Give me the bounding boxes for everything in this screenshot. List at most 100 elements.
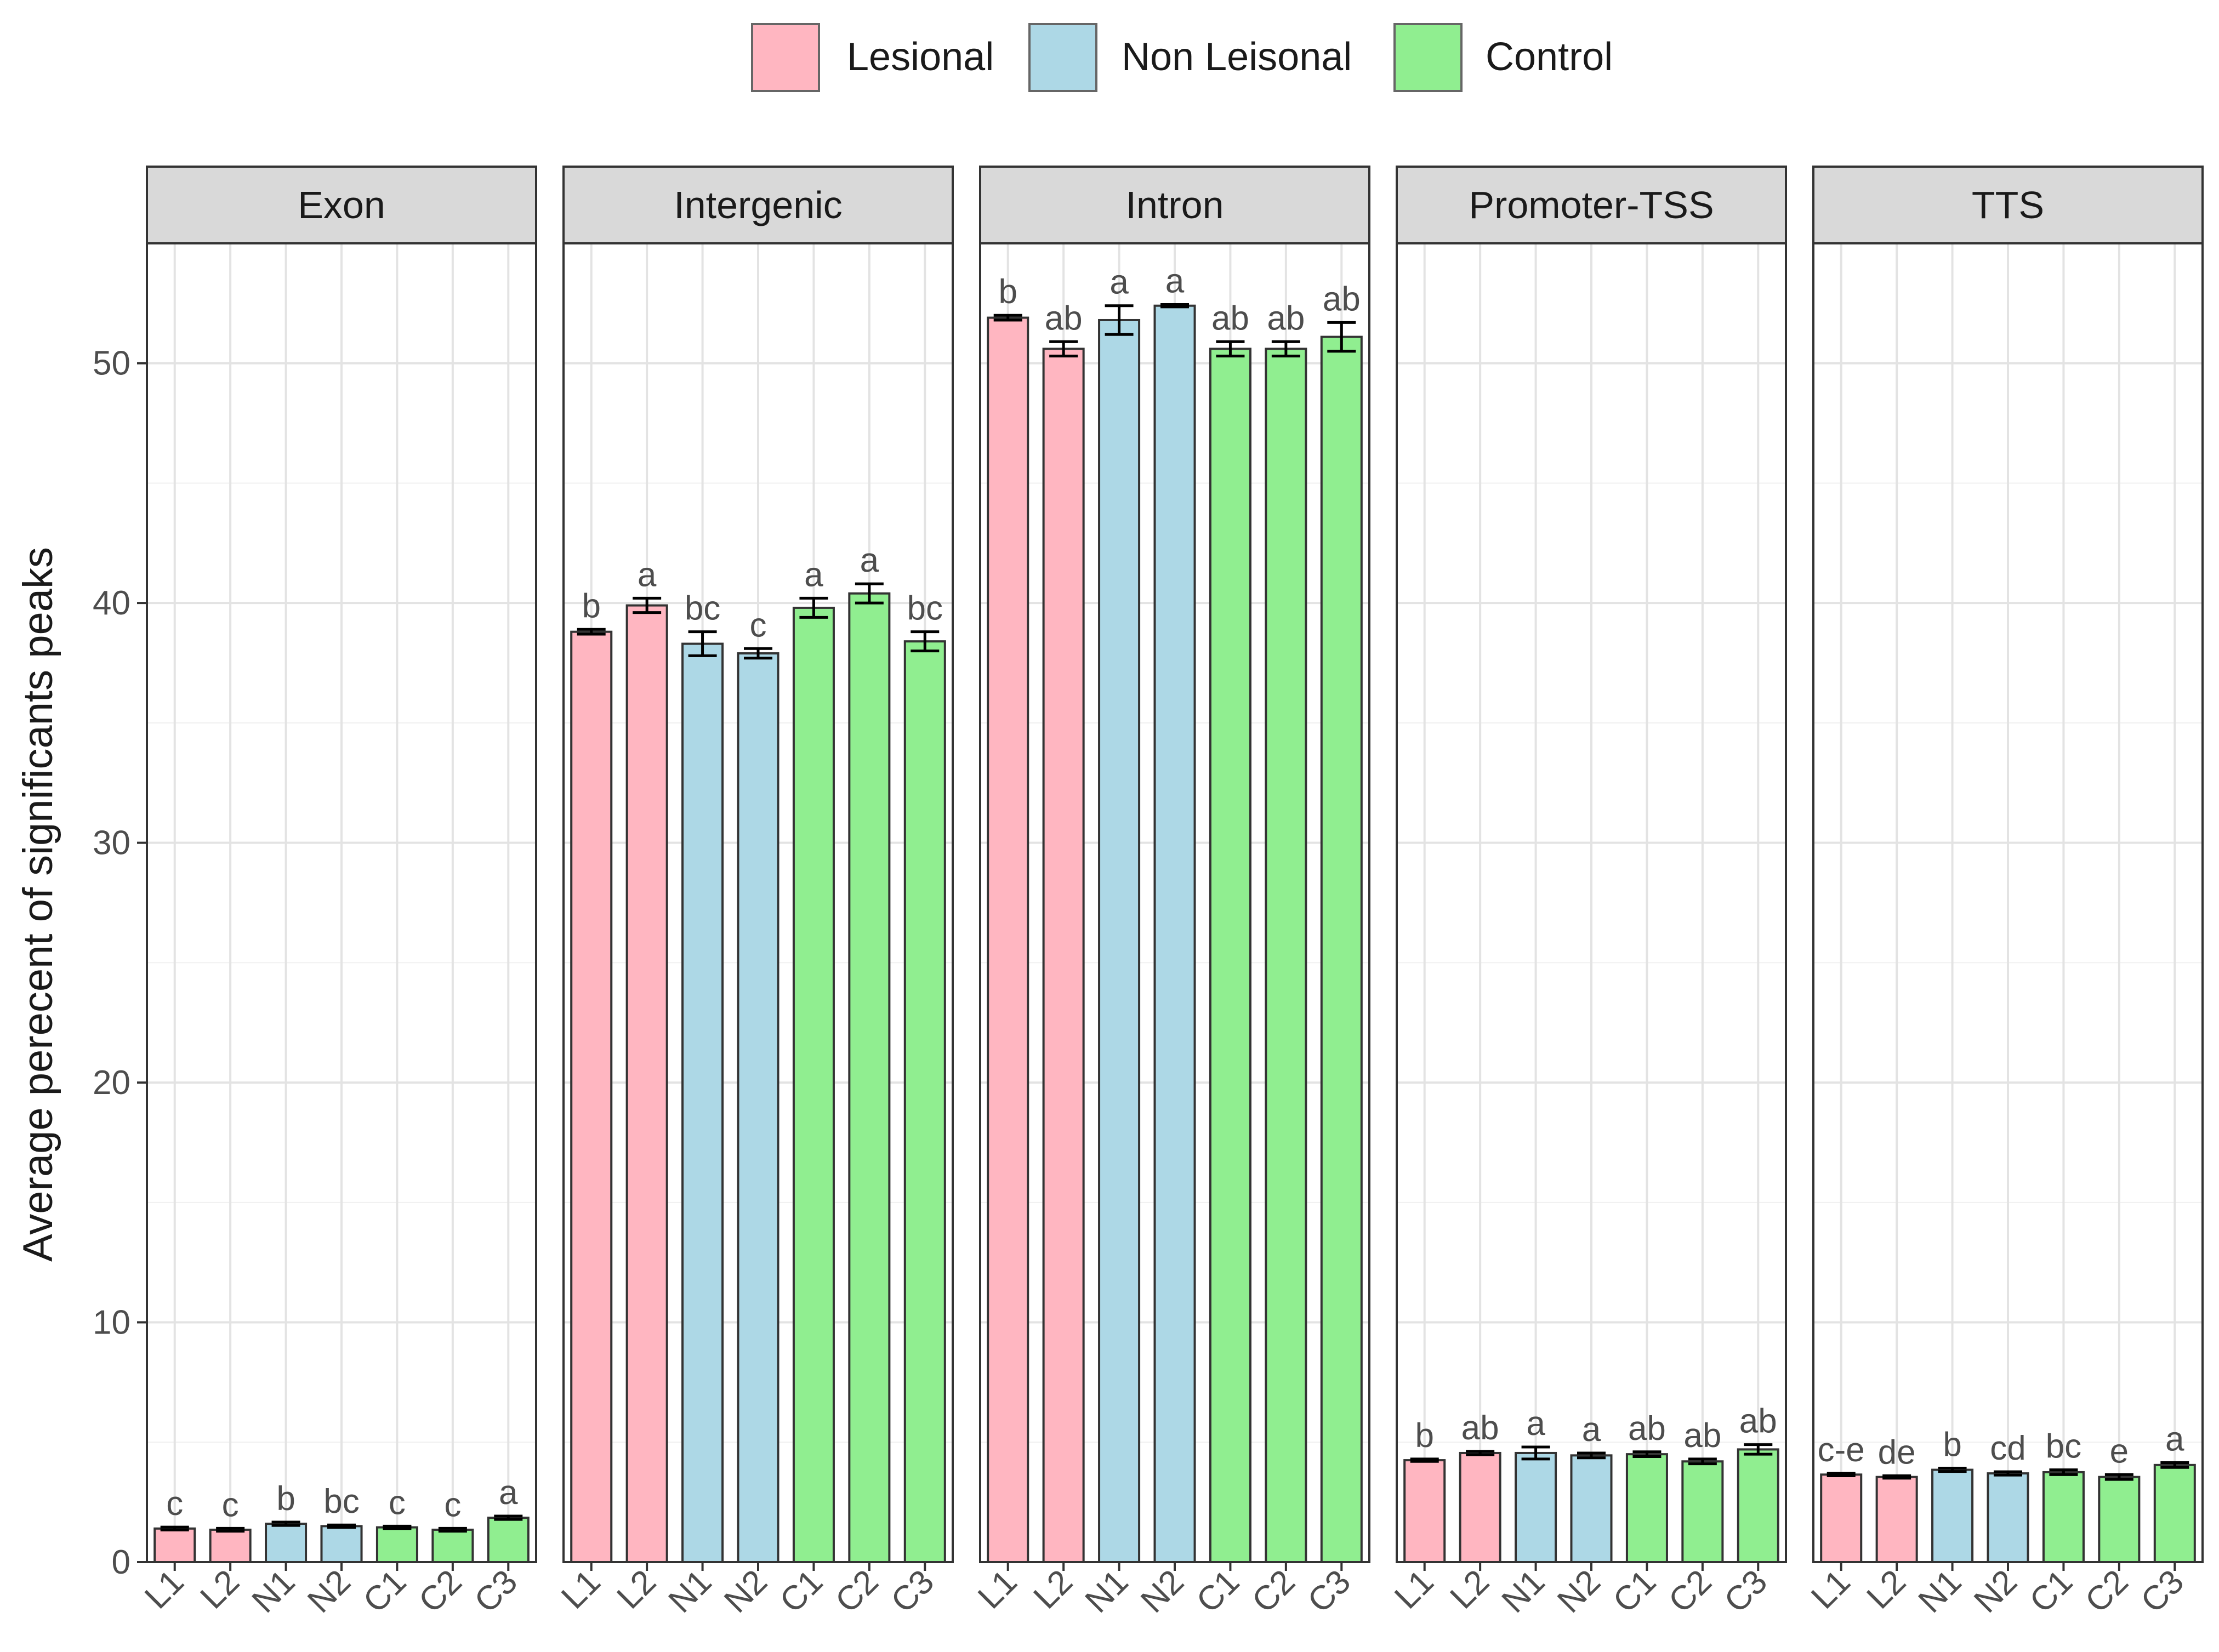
x-tick-label: L1 <box>1387 1563 1441 1616</box>
facet-title: Intergenic <box>674 184 842 226</box>
significance-label: e <box>2110 1432 2129 1470</box>
y-tick-label: 50 <box>93 345 130 383</box>
panel-border <box>1396 242 1787 1563</box>
bar <box>903 640 946 1563</box>
legend-label: Control <box>1486 35 1613 79</box>
x-tick-label: C1 <box>2022 1563 2080 1620</box>
legend-key <box>1393 23 1463 92</box>
bar <box>848 592 891 1563</box>
facet-title: TTS <box>1972 184 2044 226</box>
x-tick-label: L2 <box>193 1563 247 1616</box>
significance-label: bc <box>907 590 943 628</box>
bar <box>1042 348 1085 1563</box>
x-tick-label: N2 <box>717 1563 775 1620</box>
x-tick-label: C2 <box>2078 1563 2136 1620</box>
legend-key <box>1028 23 1097 92</box>
facet-panel: TTS c-e L1 de L2 b N1 cd N2 bc C1 e C2 a C3 <box>1804 166 2204 1620</box>
bar <box>2153 1463 2196 1563</box>
significance-label: c <box>444 1486 461 1524</box>
bar <box>625 604 668 1563</box>
significance-label: c-e <box>1818 1431 1865 1469</box>
bar <box>487 1517 530 1563</box>
facet-panel: Exon c L1 c L2 b N1 bc N2 c C1 c C2 a C3 <box>138 166 537 1620</box>
significance-label: b <box>582 587 600 625</box>
facet-title: Promoter-TSS <box>1469 184 1714 226</box>
significance-label: a <box>860 542 879 579</box>
bar <box>1737 1448 1779 1564</box>
facet-title: Exon <box>298 184 385 226</box>
x-tick-label: L2 <box>1026 1563 1080 1616</box>
legend-key <box>751 23 820 92</box>
significance-label: a <box>804 556 823 594</box>
bar <box>1209 348 1251 1563</box>
significance-label: b <box>1943 1426 1961 1464</box>
x-tick-label: N1 <box>245 1563 303 1620</box>
x-tick-label: C1 <box>1606 1563 1663 1620</box>
bar <box>209 1528 252 1563</box>
significance-label: ab <box>1461 1409 1499 1447</box>
bar <box>987 316 1029 1564</box>
x-tick-label: C1 <box>772 1563 830 1620</box>
significance-label: ab <box>1739 1403 1777 1440</box>
significance-label: bc <box>323 1483 359 1520</box>
y-tick-label: 0 <box>112 1543 130 1581</box>
bar <box>320 1525 363 1564</box>
significance-label: a <box>1110 264 1129 301</box>
bar <box>1570 1454 1613 1564</box>
bar <box>375 1526 418 1563</box>
x-tick-label: C2 <box>828 1563 886 1620</box>
x-tick-label: L1 <box>554 1563 608 1616</box>
x-tick-label: C1 <box>356 1563 413 1620</box>
bar <box>1987 1472 2029 1564</box>
x-tick-label: C3 <box>884 1563 941 1620</box>
bar <box>265 1523 308 1564</box>
x-tick-label: N2 <box>1134 1563 1191 1620</box>
facet-panel: Intron b L1 ab L2 a N1 a N2 ab C1 ab C2 ab C3 <box>971 166 1370 1620</box>
x-tick-label: C2 <box>412 1563 469 1620</box>
significance-label: a <box>2165 1420 2184 1458</box>
x-tick-label: C1 <box>1189 1563 1247 1620</box>
bar <box>153 1527 196 1563</box>
x-tick-label: N2 <box>300 1563 358 1620</box>
significance-label: c <box>389 1484 406 1522</box>
bar <box>1875 1476 1918 1563</box>
significance-label: a <box>1526 1405 1545 1443</box>
y-tick-label: 30 <box>93 824 130 862</box>
x-tick-label: C2 <box>1245 1563 1302 1620</box>
bar <box>737 652 780 1563</box>
significance-label: c <box>222 1486 239 1524</box>
y-tick-label: 10 <box>93 1304 130 1342</box>
significance-label: a <box>499 1474 518 1512</box>
panel-border <box>979 242 1370 1563</box>
significance-label: cd <box>1990 1429 2025 1467</box>
bar <box>570 630 613 1563</box>
bar <box>792 606 835 1563</box>
x-tick-label: C2 <box>1662 1563 1719 1620</box>
significance-label: bc <box>685 590 720 628</box>
x-tick-label: C3 <box>1717 1563 1774 1620</box>
bar <box>1265 348 1307 1563</box>
significance-label: ab <box>1267 299 1305 337</box>
x-tick-label: L1 <box>1804 1563 1858 1616</box>
bar <box>1403 1459 1446 1563</box>
bar <box>1098 318 1141 1564</box>
significance-label: b <box>1415 1417 1433 1455</box>
y-axis-title: Average perecent of significants peaks <box>15 547 61 1262</box>
x-tick-label: N1 <box>1911 1563 1969 1620</box>
y-tick-label: 40 <box>93 584 130 622</box>
bar <box>1515 1451 1557 1564</box>
significance-label: bc <box>2046 1428 2081 1466</box>
x-tick-label: C3 <box>2133 1563 2191 1620</box>
significance-label: b <box>998 273 1017 311</box>
y-tick-label: 20 <box>93 1064 130 1102</box>
bar <box>1320 335 1363 1564</box>
significance-label: c <box>750 606 767 644</box>
significance-label: ab <box>1323 280 1361 318</box>
significance-label: c <box>166 1485 183 1523</box>
bar <box>1153 304 1196 1563</box>
significance-label: a <box>1165 263 1185 300</box>
x-tick-label: L2 <box>610 1563 663 1616</box>
x-tick-label: L1 <box>971 1563 1025 1616</box>
bar <box>681 642 724 1563</box>
